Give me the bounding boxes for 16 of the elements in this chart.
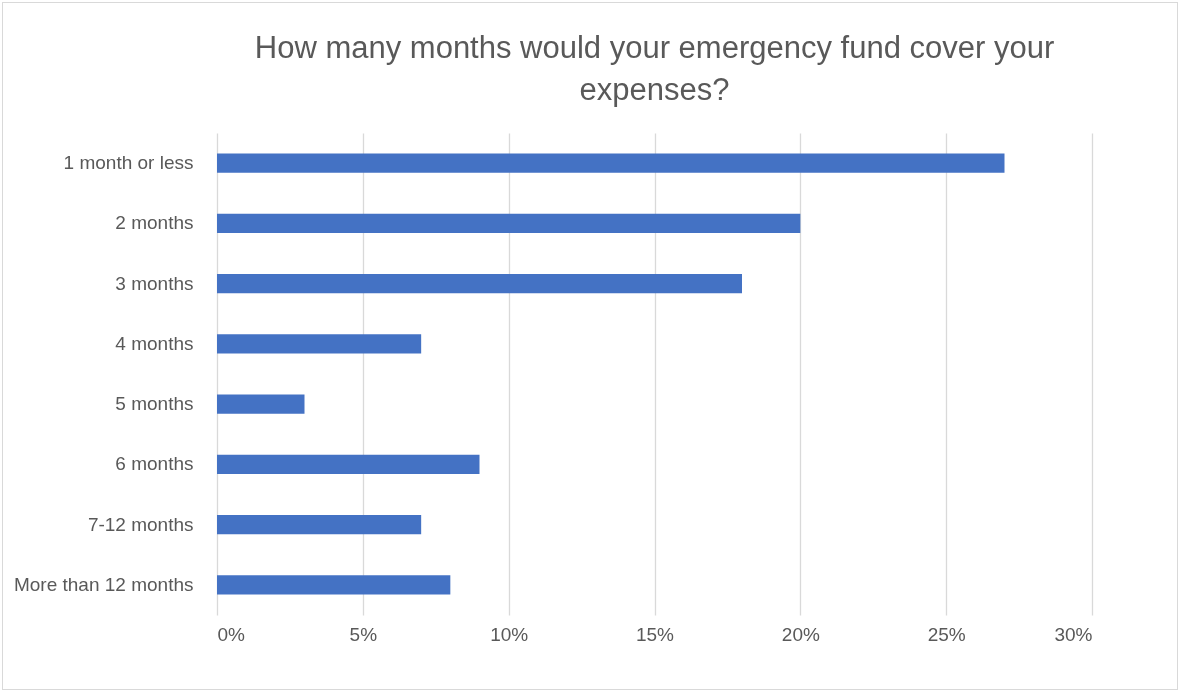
- y-tick-label: 6 months: [115, 453, 194, 475]
- x-tick-label: 10%: [490, 623, 529, 645]
- y-tick-label: 4 months: [115, 332, 194, 354]
- x-tick-label: 20%: [781, 623, 820, 645]
- x-tick-label: 5%: [349, 623, 378, 645]
- y-tick-label: 2 months: [115, 212, 194, 234]
- x-tick-label: 25%: [927, 623, 966, 645]
- x-tick-label: 15%: [635, 623, 675, 645]
- y-tick-label: 3 months: [115, 272, 194, 294]
- chart-title: How many months would your emergency fund cover your expenses?: [254, 30, 1055, 107]
- y-tick-label: 1 month or less: [63, 152, 194, 174]
- x-tick-label: 0%: [217, 623, 246, 645]
- y-tick-label: 5 months: [115, 393, 194, 415]
- x-tick-label: 30%: [1054, 623, 1093, 645]
- y-tick-label: More than 12 months: [13, 573, 194, 595]
- y-tick-label: 7-12 months: [87, 513, 194, 535]
